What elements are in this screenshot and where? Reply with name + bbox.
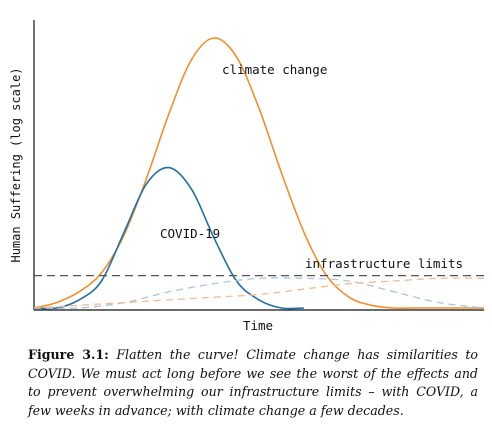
caption-text: Flatten the curve! Climate change has si… (28, 347, 478, 418)
climate-change-annotation: climate change (222, 62, 327, 77)
y-axis-label: Human Suffering (log scale) (9, 67, 23, 262)
covid-annotation: COVID-19 (160, 226, 220, 241)
figure-caption: Figure 3.1: Flatten the curve! Climate c… (28, 346, 478, 420)
series-layer (33, 37, 485, 310)
series-line-dashed-projection-3 (33, 277, 485, 309)
plot-area (33, 20, 485, 311)
x-axis-label: Time (243, 318, 273, 333)
flatten-curve-chart: climate change COVID-19 infrastructure l… (9, 20, 485, 333)
series-line-dashed-projection-2 (33, 277, 485, 310)
infrastructure-limits-label: infrastructure limits (305, 256, 463, 271)
figure-label: Figure 3.1: (28, 347, 109, 362)
series-line-climate-change (33, 37, 484, 309)
series-line-covid-19 (33, 166, 305, 310)
